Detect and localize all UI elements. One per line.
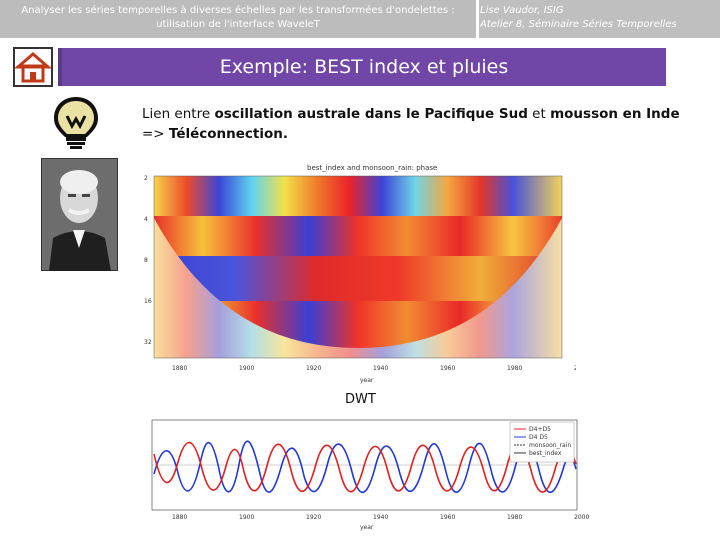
body-line2-a: => xyxy=(142,126,169,142)
header-separator xyxy=(476,0,479,38)
header-info: Lise Vaudor, ISIG Atelier 8, Séminaire S… xyxy=(480,4,677,32)
header-bar: Analyser les séries temporelles à divers… xyxy=(0,0,720,38)
fig2-xtick: 1980 xyxy=(507,514,522,521)
fig1-xtick: 1900 xyxy=(239,365,254,372)
header-title: Analyser les séries temporelles à divers… xyxy=(6,4,470,32)
home-icon[interactable] xyxy=(13,47,53,87)
fig1-ytick: 32 xyxy=(144,339,152,346)
body-line1-a: Lien entre xyxy=(142,106,215,122)
fig2-xtick: 2000 xyxy=(574,514,589,521)
fig1-xtick: 1940 xyxy=(373,365,388,372)
header-author: Lise Vaudor, ISIG xyxy=(480,5,564,16)
header-event: Atelier 8, Séminaire Séries Temporelles xyxy=(480,19,677,30)
fig2-xlabel: year xyxy=(360,524,374,531)
title-banner: Exemple: BEST index et pluies xyxy=(58,48,666,86)
body-text: Lien entre oscillation australe dans le … xyxy=(142,104,702,144)
header-title-line2: utilisation de l'interface WaveleT xyxy=(156,19,320,30)
banner-title: Exemple: BEST index et pluies xyxy=(219,56,509,78)
fig1-xtick: 1880 xyxy=(172,365,187,372)
fig2-xtick: 1880 xyxy=(172,514,187,521)
dwt-label: DWT xyxy=(345,392,376,407)
body-line2-b: Téléconnection. xyxy=(168,126,289,142)
lightbulb-icon xyxy=(50,94,102,150)
fig1-xtick: 1920 xyxy=(306,365,321,372)
body-line1: Lien entre oscillation australe dans le … xyxy=(142,104,702,124)
body-line2: => Téléconnection. xyxy=(142,124,702,144)
portrait-image xyxy=(40,157,119,272)
fig1-ytick: 2 xyxy=(144,175,148,182)
fig2-xtick: 1960 xyxy=(440,514,455,521)
wavelet-phase-figure: best_index and monsoon_rain: phase 1880 1… xyxy=(132,158,589,390)
dwt-red-series xyxy=(153,441,577,493)
fig1-xtick: 1960 xyxy=(440,365,455,372)
dwt-legend-item-1: D4+D5 xyxy=(529,426,551,433)
dwt-legend-item-4: best_index xyxy=(529,450,562,457)
header-title-area: Analyser les séries temporelles à divers… xyxy=(0,0,476,38)
fig2-xtick: 1940 xyxy=(373,514,388,521)
dwt-figure: D4+D5 D4 D5 monsoon_rain best_index 1880… xyxy=(132,414,602,532)
fig1-ytick: 16 xyxy=(144,298,152,305)
dwt-legend-item-3: monsoon_rain xyxy=(529,442,571,449)
fig2-xtick: 1900 xyxy=(239,514,254,521)
fig1-xtick: 2000 xyxy=(574,365,576,372)
body-line1-c: et xyxy=(527,106,551,122)
header-title-line1: Analyser les séries temporelles à divers… xyxy=(21,5,455,16)
body-line1-d: mousson en Inde xyxy=(550,106,680,122)
fig1-xlabel: year xyxy=(360,377,374,384)
body-line1-b: oscillation australe dans le Pacifique S… xyxy=(214,106,528,122)
fig2-xtick: 1920 xyxy=(306,514,321,521)
fig1-xtick: 1980 xyxy=(507,365,522,372)
fig1-ytick: 8 xyxy=(144,257,148,264)
dwt-legend-item-2: D4 D5 xyxy=(529,434,548,441)
fig1-ytick: 4 xyxy=(144,216,148,223)
fig1-title: best_index and monsoon_rain: phase xyxy=(307,164,437,172)
